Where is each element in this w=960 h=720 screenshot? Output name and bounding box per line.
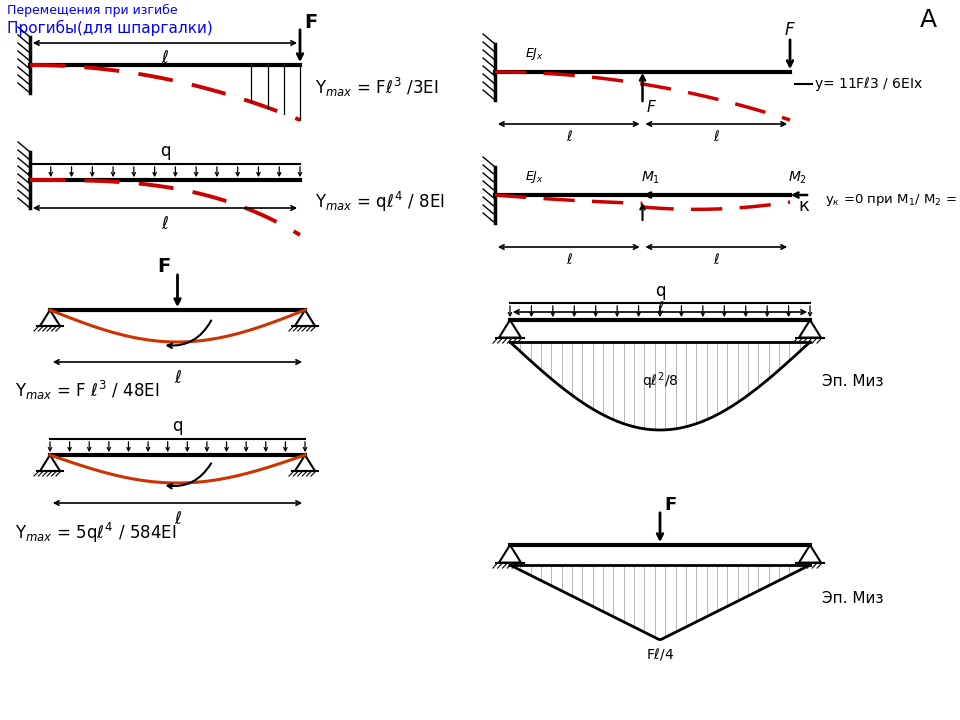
Text: q: q [172,417,182,435]
Text: F: F [664,496,676,514]
Text: F$\ell$/4: F$\ell$/4 [646,646,674,662]
Text: ℓ: ℓ [565,253,571,267]
Text: Y$_{max}$ = q$\ell^4$ / 8EI: Y$_{max}$ = q$\ell^4$ / 8EI [315,190,444,214]
Text: q: q [655,282,665,300]
Text: $EJ_x$: $EJ_x$ [525,169,543,185]
Text: ℓ: ℓ [565,130,571,144]
Text: Y$_{max}$ = F $\ell^3$ / 48EI: Y$_{max}$ = F $\ell^3$ / 48EI [15,379,159,402]
Text: q: q [159,142,170,160]
Text: y= 11F$\ell$3 / 6EIx: y= 11F$\ell$3 / 6EIx [814,75,924,93]
Text: F: F [157,256,171,276]
Text: Y$_{max}$ = F$\ell^3$ /3EI: Y$_{max}$ = F$\ell^3$ /3EI [315,76,439,99]
Text: Эп. Миз: Эп. Миз [822,374,883,389]
Text: ℓ: ℓ [174,369,180,387]
Text: Эп. Миз: Эп. Миз [822,591,883,606]
Text: ℓ: ℓ [657,300,663,315]
Text: y$_к$ =0 при M$_1$/ M$_2$ = 4/3: y$_к$ =0 при M$_1$/ M$_2$ = 4/3 [825,192,960,208]
Text: $M_2$: $M_2$ [788,170,807,186]
Text: к: к [798,197,809,215]
Text: ℓ: ℓ [713,253,719,267]
Text: $M_1$: $M_1$ [641,170,660,186]
Text: А: А [920,8,937,32]
Text: q$\ell^2$/8: q$\ell^2$/8 [642,371,678,392]
Text: ℓ: ℓ [161,215,168,233]
Text: F: F [785,21,795,39]
Text: Перемещения при изгибе: Перемещения при изгибе [7,4,178,17]
Text: Y$_{max}$ = 5q$\ell^4$ / 584EI: Y$_{max}$ = 5q$\ell^4$ / 584EI [15,521,177,545]
Text: Прогибы(для шпаргалки): Прогибы(для шпаргалки) [7,20,213,36]
Text: ℓ: ℓ [713,130,719,144]
Text: ℓ: ℓ [161,49,168,67]
Text: F: F [304,14,317,32]
Text: $EJ_x$: $EJ_x$ [525,46,543,62]
Text: ℓ: ℓ [174,510,180,528]
Text: F: F [646,101,656,115]
